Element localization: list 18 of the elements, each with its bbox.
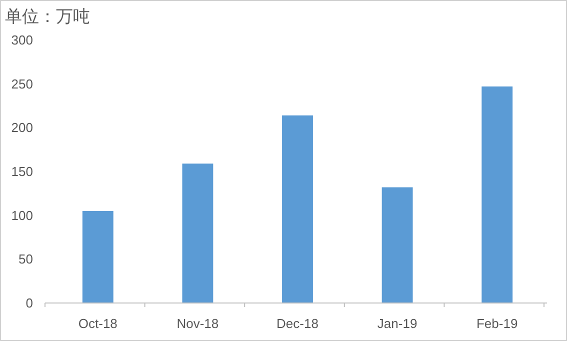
- bar: [282, 115, 313, 303]
- y-tick-label: 250: [11, 76, 33, 92]
- x-tick-label: Dec-18: [276, 316, 318, 331]
- y-axis-title: 单位：万吨: [5, 7, 90, 27]
- bar: [82, 210, 114, 303]
- x-tick-label: Jan-19: [377, 316, 418, 331]
- y-tick-label: 100: [11, 208, 33, 223]
- bar: [382, 187, 413, 303]
- y-tick-label: 0: [26, 296, 33, 311]
- y-tick-label: 200: [11, 120, 33, 136]
- x-tick-label: Feb-19: [476, 316, 518, 331]
- x-tick-label: Nov-18: [176, 316, 219, 331]
- bar: [182, 164, 214, 303]
- x-tick-label: Oct-18: [78, 316, 118, 331]
- y-tick-label: 300: [11, 32, 33, 48]
- bar: [482, 86, 513, 303]
- y-tick-label: 50: [18, 252, 33, 267]
- y-tick-label: 150: [11, 164, 33, 180]
